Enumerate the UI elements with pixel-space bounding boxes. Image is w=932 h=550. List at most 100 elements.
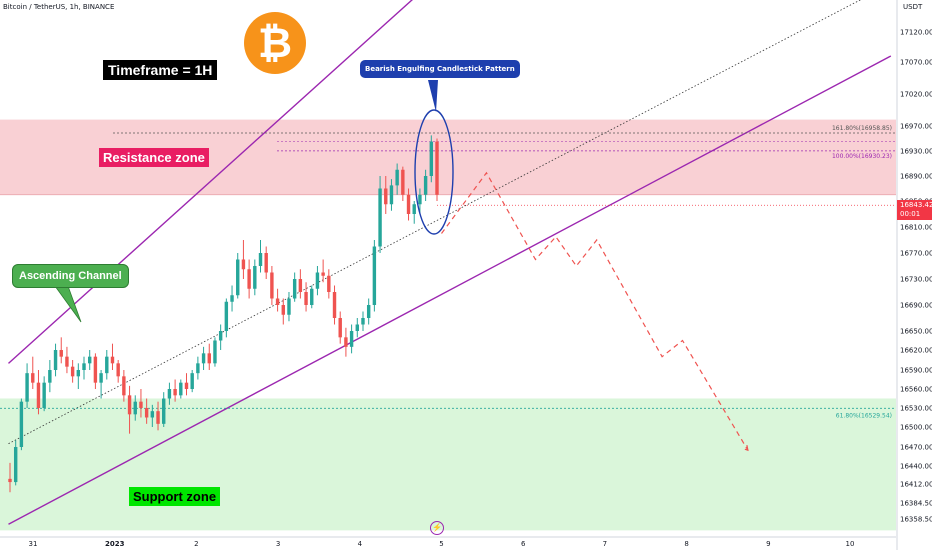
zones-layer	[0, 119, 896, 531]
projection-path	[441, 171, 749, 451]
time-tick-label: 4	[358, 540, 363, 548]
resistance-zone-label: Resistance zone	[99, 148, 209, 167]
candle-countdown: 00:01	[900, 210, 921, 218]
candle	[31, 373, 35, 383]
candle	[366, 305, 371, 318]
candle	[349, 331, 354, 347]
support-zone-label: Support zone	[129, 487, 221, 506]
time-tick-label: 2	[194, 540, 198, 548]
candle	[213, 340, 217, 364]
candle	[384, 188, 388, 205]
time-tick-label: 8	[684, 540, 688, 548]
candle	[315, 272, 320, 289]
pattern-highlight-ellipse	[414, 109, 454, 235]
candle	[127, 395, 132, 415]
time-tick-label: 9	[766, 540, 770, 548]
candle	[144, 408, 149, 418]
candle	[395, 169, 399, 186]
candle	[179, 382, 183, 396]
candle	[13, 447, 18, 483]
price-tick-label: 16358.50	[900, 516, 932, 524]
candle	[76, 370, 81, 377]
time-tick-label: 2023	[105, 540, 125, 548]
candle	[8, 478, 12, 483]
axis-unit-label: USDT	[903, 3, 923, 11]
candle	[287, 298, 291, 315]
price-tick-label: 16530.00	[900, 405, 932, 413]
candle	[378, 188, 382, 247]
support-zone	[0, 398, 896, 531]
price-tick-label: 17120.00	[900, 29, 932, 37]
candle	[332, 292, 337, 318]
ascending-channel	[8, 0, 892, 525]
candles-layer	[8, 135, 439, 493]
current-price-badge: 16843.42 00:01	[897, 200, 932, 220]
time-tick-label: 5	[439, 540, 443, 548]
candle	[224, 301, 229, 331]
candle	[418, 194, 422, 205]
candle	[304, 292, 308, 305]
price-tick-label: 16690.00	[900, 302, 932, 310]
projection-arrowhead	[744, 445, 749, 452]
candle	[207, 353, 211, 364]
candle	[184, 382, 189, 389]
candle	[42, 382, 46, 408]
candle	[281, 305, 285, 315]
candle	[247, 269, 251, 289]
candle	[105, 356, 109, 374]
candle	[241, 259, 246, 270]
price-tick-label: 16930.00	[900, 148, 932, 156]
price-tick-label: 16384.50	[900, 500, 932, 508]
candle	[310, 288, 314, 305]
projected-path	[441, 171, 749, 452]
time-tick-label: 31	[29, 540, 38, 548]
price-tick-label: 16970.00	[900, 123, 932, 131]
ascending-channel-callout: Ascending Channel	[12, 264, 129, 288]
candle	[53, 350, 58, 370]
price-tick-label: 16620.00	[900, 347, 932, 355]
time-tick-label: 3	[276, 540, 280, 548]
candle	[139, 401, 143, 408]
candle	[150, 411, 155, 418]
candle	[298, 279, 303, 292]
candle	[435, 141, 439, 195]
candle	[167, 389, 172, 399]
price-tick-label: 16770.00	[900, 250, 932, 258]
candle	[48, 370, 52, 383]
candle	[412, 204, 416, 214]
candle	[87, 356, 92, 364]
time-tick-label: 7	[603, 540, 607, 548]
candle	[70, 366, 75, 377]
price-tick-label: 16560.00	[900, 386, 932, 394]
candle	[156, 411, 160, 424]
candle	[429, 141, 434, 176]
current-price-value: 16843.42	[900, 201, 932, 209]
channel-midline	[8, 0, 862, 445]
candle	[355, 324, 360, 331]
candle	[236, 259, 240, 296]
price-axis: 17120.00 17070.00 17020.00 16970.00 16930.00…	[900, 29, 932, 524]
candle	[406, 194, 411, 214]
candle	[361, 318, 365, 325]
time-tick-label: 6	[521, 540, 526, 548]
candle	[230, 295, 234, 302]
price-tick-label: 17070.00	[900, 59, 932, 67]
candle	[327, 275, 331, 292]
candle	[201, 353, 206, 364]
candle	[372, 246, 377, 305]
lightning-icon[interactable]: ⚡	[430, 521, 444, 535]
price-tick-label: 16890.00	[900, 173, 932, 181]
channel-lower-line	[8, 55, 892, 525]
price-tick-label: 16412.00	[900, 481, 932, 489]
candle	[275, 298, 280, 305]
grid-layer	[0, 0, 898, 550]
candle	[253, 266, 257, 289]
candle	[218, 331, 223, 341]
candle	[321, 272, 325, 276]
channel-upper-line	[8, 0, 413, 364]
candle	[344, 337, 348, 347]
ascending-callout-pointer	[54, 285, 82, 323]
bearish-engulfing-callout: Bearish Engulfing Candlestick Pattern	[360, 60, 520, 78]
candle	[270, 272, 274, 299]
